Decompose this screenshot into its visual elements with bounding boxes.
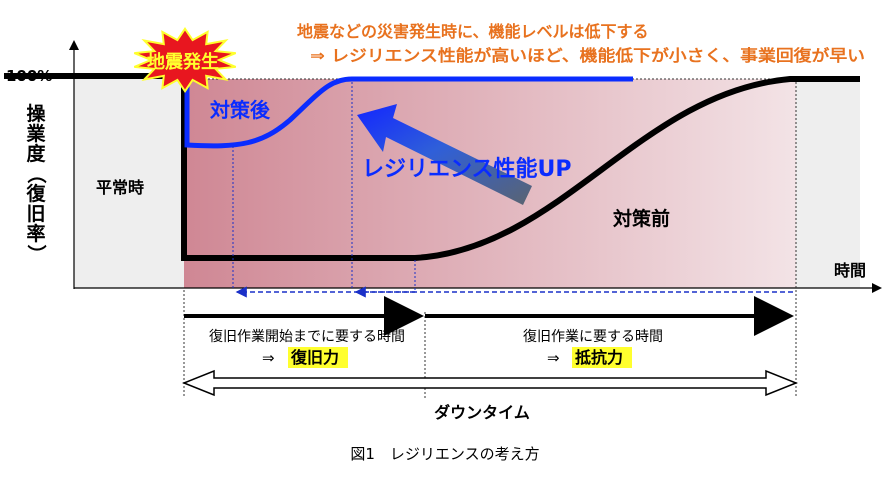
phase2-term: 抵抗力 [575, 348, 623, 367]
downtime-label: ダウンタイム [434, 403, 530, 422]
annotation-line-2: ⇒ レジリエンス性能が高いほど、機能低下が小さく、事業回復が早い [310, 46, 865, 65]
phase1-term: 復旧力 [290, 348, 339, 367]
y-axis-label: 操業度（復旧率） [25, 102, 48, 264]
phase1-description: 復旧作業開始までに要する時間 [209, 328, 405, 345]
before-measures-curve [4, 73, 860, 261]
phase1-term-highlight [288, 347, 348, 368]
y-axis-label-char: 度 [26, 142, 46, 165]
y-top-label: 100% [6, 67, 52, 85]
after-measures-curve [184, 76, 633, 149]
y-axis-label-char: 率 [26, 222, 45, 245]
phase2-term-highlight [572, 347, 632, 368]
earthquake-label: 地震発生 [147, 51, 219, 73]
resilience-up-label: レジリエンス性能UP [362, 156, 572, 182]
normal-period-background [74, 79, 184, 288]
guide-lines [232, 82, 416, 290]
after-measures-label: 対策後 [209, 98, 271, 122]
phase2-description: 復旧作業に要する時間 [523, 328, 663, 345]
y-axis-label-char: （ [25, 164, 48, 183]
recovered-background [796, 79, 860, 288]
phase1-arrow: ⇒ [262, 349, 275, 367]
y-axis-label-char: 操 [26, 102, 46, 125]
y-axis-arrowhead [69, 40, 79, 50]
y-axis-label-char: 復 [25, 182, 46, 205]
phase2-arrow: ⇒ [547, 349, 560, 367]
x-axis-label: 時間 [834, 261, 866, 280]
earthquake-burst-icon [133, 27, 237, 93]
annotation-line-1: 地震などの災害発生時に、機能レベルは低下する [297, 22, 649, 41]
x-axis-arrowhead [872, 283, 882, 293]
downtime-double-arrow [181, 369, 799, 397]
before-measures-label: 対策前 [612, 207, 670, 230]
y-axis-label-char: 業 [25, 122, 46, 145]
normal-state-label: 平常時 [96, 178, 144, 197]
resilience-up-big-arrow [357, 104, 532, 205]
y-axis-label-char: 旧 [26, 203, 45, 225]
y-axis-label-char: ） [25, 244, 48, 263]
period-boundary-lines [183, 82, 797, 398]
figure-caption: 図1 レジリエンスの考え方 [350, 445, 539, 463]
